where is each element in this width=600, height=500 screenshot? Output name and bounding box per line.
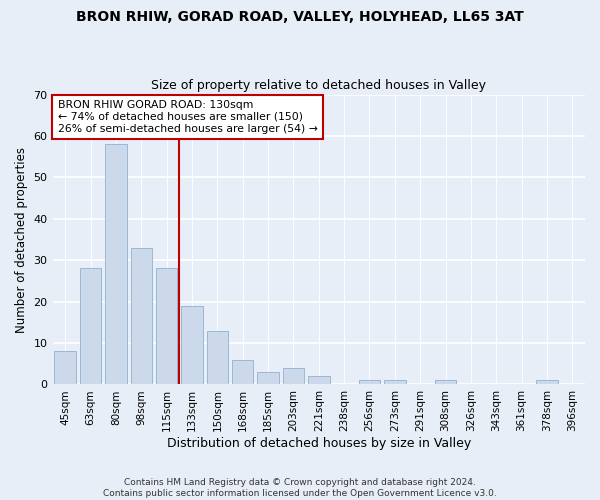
Bar: [105, 144, 127, 384]
Title: Size of property relative to detached houses in Valley: Size of property relative to detached ho…: [151, 79, 486, 92]
X-axis label: Distribution of detached houses by size in Valley: Distribution of detached houses by size …: [167, 437, 471, 450]
Bar: [80, 268, 101, 384]
Bar: [131, 248, 152, 384]
Bar: [232, 360, 253, 384]
Text: Contains HM Land Registry data © Crown copyright and database right 2024.
Contai: Contains HM Land Registry data © Crown c…: [103, 478, 497, 498]
Bar: [384, 380, 406, 384]
Text: BRON RHIW GORAD ROAD: 130sqm
← 74% of detached houses are smaller (150)
26% of s: BRON RHIW GORAD ROAD: 130sqm ← 74% of de…: [58, 100, 318, 134]
Bar: [536, 380, 558, 384]
Bar: [55, 352, 76, 384]
Bar: [308, 376, 329, 384]
Y-axis label: Number of detached properties: Number of detached properties: [15, 146, 28, 332]
Bar: [359, 380, 380, 384]
Bar: [257, 372, 279, 384]
Bar: [283, 368, 304, 384]
Bar: [206, 330, 228, 384]
Bar: [156, 268, 178, 384]
Bar: [181, 306, 203, 384]
Bar: [435, 380, 457, 384]
Text: BRON RHIW, GORAD ROAD, VALLEY, HOLYHEAD, LL65 3AT: BRON RHIW, GORAD ROAD, VALLEY, HOLYHEAD,…: [76, 10, 524, 24]
